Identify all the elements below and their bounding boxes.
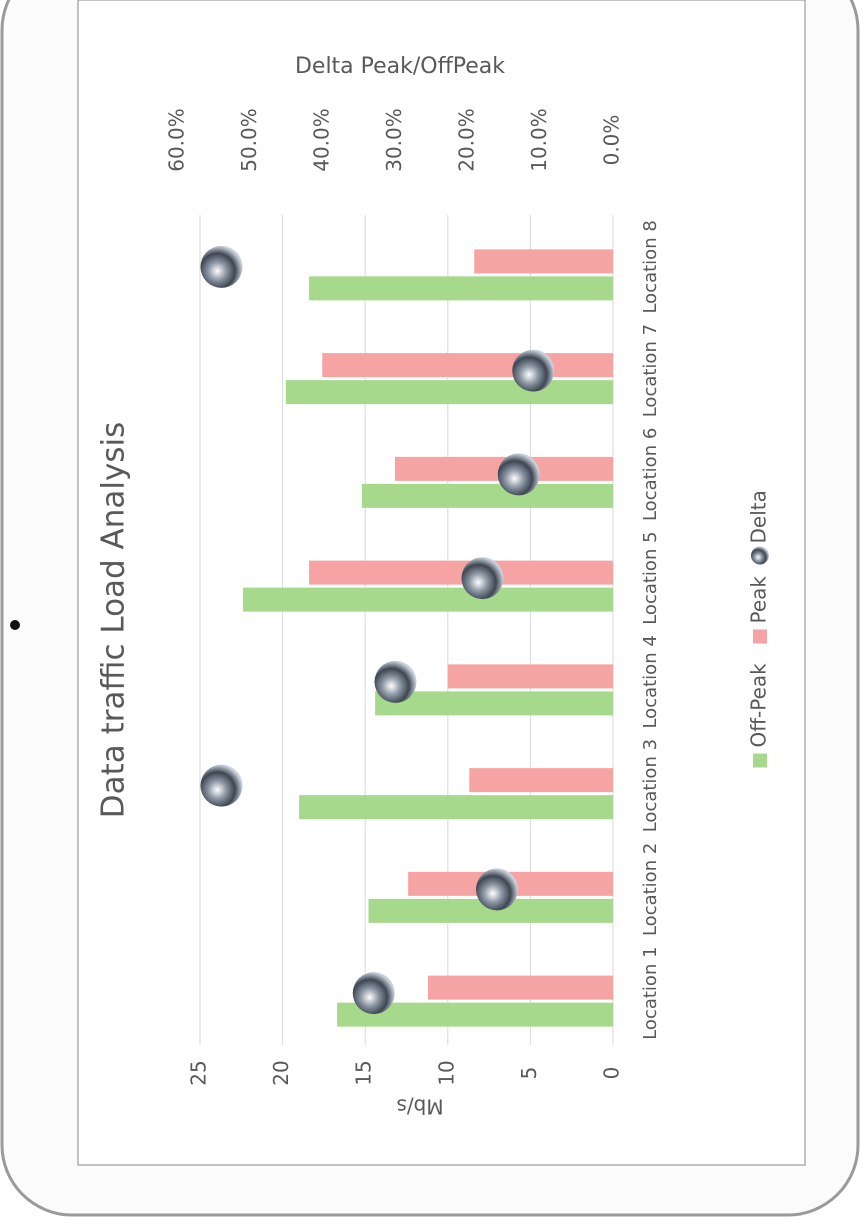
bar <box>428 976 613 1000</box>
legend-marker <box>751 547 769 565</box>
bar <box>299 795 613 819</box>
x-tick-label: Location 3 <box>640 739 661 832</box>
screen: Data traffic Load Analysis Mb/s Delta Pe… <box>0 0 864 1230</box>
y2-tick-label: 40.0% <box>310 108 334 172</box>
y2-tick-label: 50.0% <box>237 108 261 172</box>
y2-axis-label: Delta Peak/OffPeak <box>295 54 505 79</box>
legend-swatch <box>753 630 767 644</box>
delta-marker <box>512 350 554 392</box>
camera <box>10 620 20 630</box>
y-tick-label: 0 <box>600 1067 624 1080</box>
page: {"chart_data": {"type": "bar", "title": … <box>0 0 864 1230</box>
bar <box>362 484 613 508</box>
bar <box>469 768 613 792</box>
x-tick-label: Location 7 <box>640 324 661 417</box>
legend-label: Off-Peak <box>747 663 771 748</box>
bar <box>286 380 613 404</box>
delta-marker <box>375 661 417 703</box>
bar <box>448 664 613 688</box>
legend-label: Peak <box>747 576 771 624</box>
x-tick-label: Location 8 <box>640 220 661 313</box>
y-tick-label: 10 <box>434 1060 458 1085</box>
y-tick-label: 15 <box>352 1060 376 1085</box>
y-tick-label: 5 <box>517 1067 541 1080</box>
x-tick-label: Location 6 <box>640 428 661 521</box>
bar <box>309 276 613 300</box>
y2-tick-label: 30.0% <box>382 108 406 172</box>
delta-marker <box>201 246 243 288</box>
bar <box>309 561 613 585</box>
y-tick-label: 25 <box>187 1060 211 1085</box>
y2-tick-label: 60.0% <box>165 108 189 172</box>
delta-marker <box>353 972 395 1014</box>
y2-tick-label: 10.0% <box>527 108 551 172</box>
legend-swatch <box>753 754 767 768</box>
bar <box>322 353 613 377</box>
y2-tick-label: 0.0% <box>600 115 624 166</box>
x-tick-label: Location 2 <box>640 843 661 936</box>
delta-marker <box>476 868 518 910</box>
delta-marker <box>498 453 540 495</box>
delta-marker <box>462 557 504 599</box>
bar <box>243 588 613 612</box>
delta-marker <box>201 765 243 807</box>
y-tick-label: 20 <box>269 1060 293 1085</box>
bar <box>474 249 613 273</box>
y-axis-label: Mb/s <box>396 1095 443 1119</box>
x-tick-label: Location 4 <box>640 635 661 728</box>
x-tick-label: Location 1 <box>640 946 661 1039</box>
legend-label: Delta <box>747 490 771 543</box>
x-tick-label: Location 5 <box>640 531 661 624</box>
y2-tick-label: 20.0% <box>455 108 479 172</box>
chart-title: Data traffic Load Analysis <box>96 422 132 819</box>
